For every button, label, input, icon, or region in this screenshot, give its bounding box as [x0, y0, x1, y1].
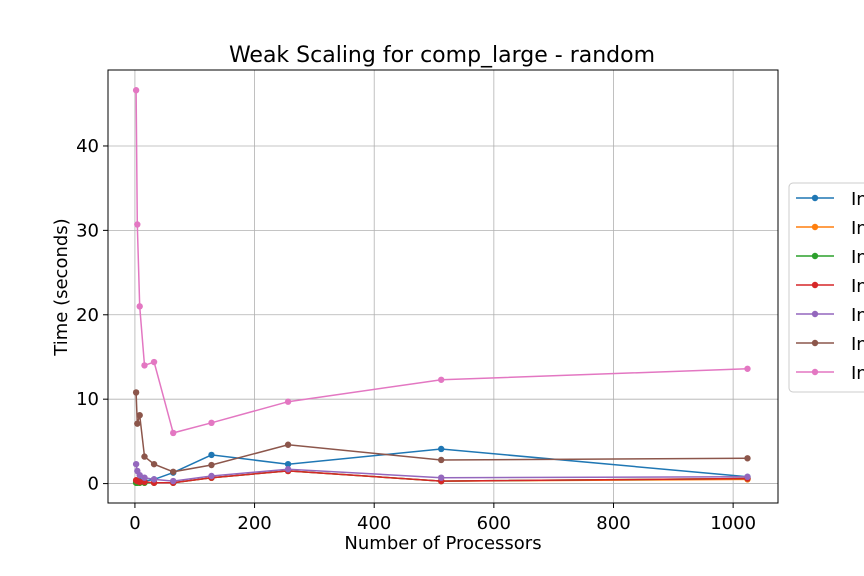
y-tick-label: 0	[88, 474, 99, 495]
data-point	[284, 460, 292, 468]
x-tick-label: 0	[129, 513, 140, 534]
legend-entry: In	[851, 247, 864, 268]
data-point	[136, 412, 143, 419]
series-5	[132, 460, 751, 485]
chart-title: Weak Scaling for comp_large - random	[229, 43, 655, 68]
data-point	[132, 389, 140, 396]
data-point	[208, 461, 215, 469]
legend-entry: In	[851, 305, 864, 326]
data-point	[208, 472, 215, 480]
legend-entry: In	[851, 189, 864, 210]
data-point	[132, 87, 140, 94]
data-point	[141, 453, 148, 460]
y-axis-label: Time (seconds)	[51, 218, 72, 356]
legend-marker	[811, 194, 819, 202]
legend-marker	[811, 281, 819, 289]
legend-marker	[811, 368, 819, 376]
grid	[108, 70, 778, 503]
data-point	[136, 471, 143, 479]
data-point	[141, 474, 148, 481]
legend-entry: In	[851, 218, 864, 239]
x-tick-label: 600	[477, 513, 511, 534]
y-tick-label: 30	[76, 220, 99, 241]
legend-marker	[811, 339, 819, 347]
legend-box	[788, 182, 864, 393]
x-axis-label: Number of Processors	[344, 533, 541, 554]
data-point	[208, 451, 215, 459]
data-point	[744, 455, 751, 462]
series-line	[135, 90, 748, 434]
ticks: 0 200 400 600 800 1000 0 10 20 30 40	[76, 136, 756, 534]
data-point	[132, 460, 140, 468]
x-tick-label: 1000	[710, 513, 756, 534]
x-tick-label: 800	[596, 513, 630, 534]
data-point	[744, 365, 751, 372]
data-point	[284, 441, 292, 448]
data-point	[438, 376, 445, 383]
data-point	[170, 429, 177, 437]
data-point	[438, 445, 445, 453]
legend-entry: In	[851, 276, 864, 297]
series-line	[135, 392, 748, 473]
series-layer	[132, 87, 751, 486]
legend-marker	[811, 223, 819, 231]
data-point	[150, 460, 158, 468]
data-point	[136, 478, 143, 486]
legend: In In In In In In In	[788, 182, 864, 393]
legend-marker	[811, 310, 819, 318]
data-point	[136, 303, 143, 310]
plot-frame	[107, 69, 779, 504]
series-7	[132, 87, 751, 437]
data-point	[208, 419, 215, 427]
data-point	[150, 476, 158, 483]
data-point	[284, 466, 292, 473]
y-tick-label: 20	[76, 305, 99, 326]
data-point	[134, 420, 141, 427]
data-point	[744, 473, 751, 481]
data-point	[134, 221, 141, 228]
series-6	[132, 389, 751, 475]
data-point	[438, 474, 445, 481]
legend-marker	[811, 252, 819, 260]
legend-entry: In	[851, 334, 864, 355]
data-point	[141, 362, 148, 369]
x-tick-label: 200	[237, 513, 271, 534]
y-tick-label: 10	[76, 389, 99, 410]
data-point	[150, 358, 158, 366]
data-point	[438, 456, 445, 464]
data-point	[170, 477, 177, 485]
y-tick-label: 40	[76, 136, 99, 157]
data-point	[170, 468, 177, 475]
legend-entry: In	[851, 363, 864, 384]
x-tick-label: 400	[357, 513, 391, 534]
data-point	[284, 398, 292, 405]
